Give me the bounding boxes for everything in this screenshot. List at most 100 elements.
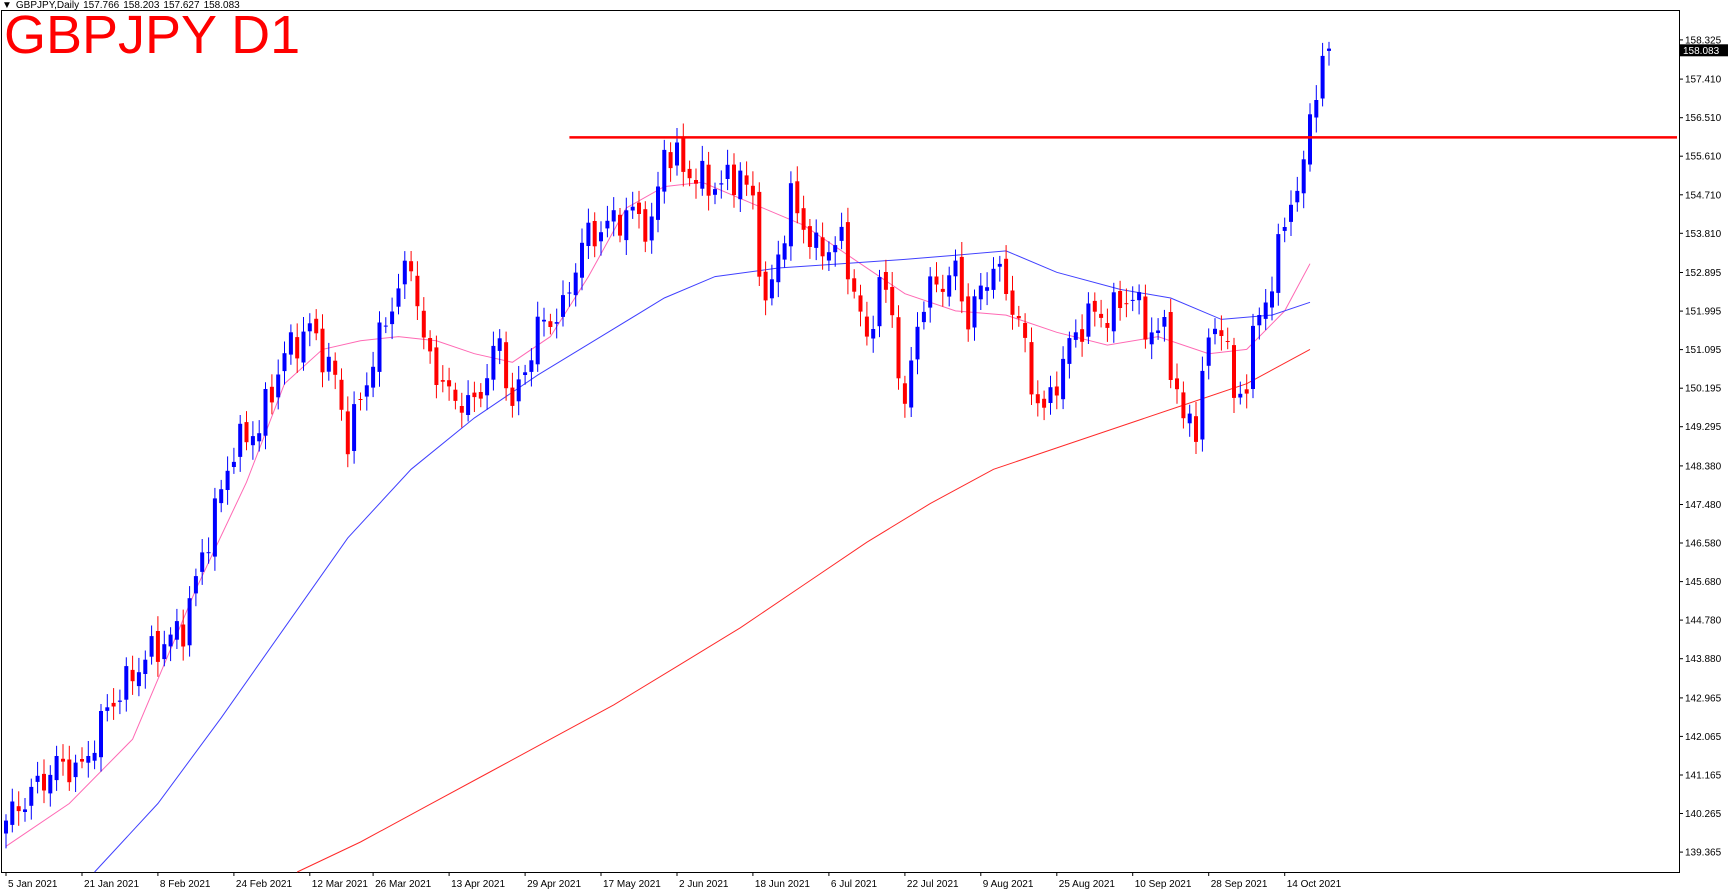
bear-candle <box>269 386 274 403</box>
bull-candle <box>871 329 876 339</box>
bull-candle <box>377 322 382 372</box>
y-tick-label: 144.780 <box>1685 616 1722 627</box>
bear-candle <box>1118 291 1123 308</box>
bull-candle <box>782 243 787 260</box>
y-tick-label: 151.995 <box>1685 307 1722 318</box>
bear-candle <box>763 271 768 301</box>
x-tick-label: 8 Feb 2021 <box>160 879 211 890</box>
bull-candle <box>301 331 306 363</box>
bull-candle <box>1320 55 1325 99</box>
bear-candle <box>1232 345 1236 398</box>
y-tick-label: 157.410 <box>1685 75 1722 86</box>
bull-candle <box>466 395 471 415</box>
bull-candle <box>928 276 933 308</box>
y-tick-label: 145.680 <box>1685 577 1722 588</box>
bull-candle <box>383 325 388 327</box>
bull-candle <box>554 322 559 324</box>
bull-candle <box>573 272 578 296</box>
bull-candle <box>1213 328 1217 335</box>
bull-candle <box>1257 315 1262 326</box>
bear-candle <box>1054 386 1059 396</box>
x-tick-label: 28 Sep 2021 <box>1211 879 1268 890</box>
bear-candle <box>548 321 553 327</box>
x-tick-label: 14 Oct 2021 <box>1287 879 1342 890</box>
bull-candle <box>307 323 312 332</box>
bull-candle <box>250 436 255 446</box>
y-tick-label: 150.195 <box>1685 384 1722 395</box>
y-tick-label: 153.810 <box>1685 229 1722 240</box>
bear-candle <box>415 275 420 307</box>
bull-candle <box>219 489 224 504</box>
bear-candle <box>757 191 762 277</box>
bear-candle <box>510 387 515 406</box>
bear-candle <box>1175 378 1179 390</box>
bear-candle <box>320 328 325 373</box>
bull-candle <box>833 245 838 253</box>
bear-candle <box>845 222 850 280</box>
bull-candle <box>1270 291 1274 308</box>
bear-candle <box>687 168 692 179</box>
x-tick-label: 22 Jul 2021 <box>907 879 959 890</box>
bull-candle <box>99 711 103 758</box>
bear-candle <box>864 316 869 337</box>
bear-candle <box>181 624 186 647</box>
bear-candle <box>1004 258 1009 294</box>
bear-candle <box>744 175 749 185</box>
bear-candle <box>940 288 945 292</box>
bull-candle <box>1263 302 1268 319</box>
y-tick-label: 142.965 <box>1685 693 1722 704</box>
bear-candle <box>807 226 812 247</box>
x-tick-label: 12 Mar 2021 <box>312 879 369 890</box>
y-tick-label: 141.165 <box>1685 771 1722 782</box>
y-tick-label: 149.295 <box>1685 422 1722 433</box>
bull-candle <box>1301 159 1306 194</box>
bull-candle <box>953 260 958 277</box>
bull-candle <box>1073 332 1078 340</box>
bull-candle <box>1061 358 1066 400</box>
bear-candle <box>428 338 433 352</box>
bull-candle <box>364 385 369 397</box>
y-tick-label: 154.710 <box>1685 190 1722 201</box>
bull-candle <box>1048 387 1053 403</box>
bull-candle <box>776 254 781 283</box>
bull-candle <box>656 186 660 220</box>
bear-candle <box>478 392 483 399</box>
bear-candle <box>295 337 300 359</box>
collapse-triangle-icon[interactable]: ▼ <box>2 0 12 11</box>
bear-candle <box>681 137 686 172</box>
y-tick-label: 147.480 <box>1685 500 1722 511</box>
bear-candle <box>409 261 414 272</box>
bull-candle <box>497 338 502 351</box>
bull-candle <box>826 252 831 261</box>
bull-candle <box>788 183 793 247</box>
bear-candle <box>750 185 755 196</box>
bull-candle <box>985 287 990 291</box>
bull-candle <box>1187 413 1192 424</box>
bull-candle <box>947 275 952 297</box>
moving-average-mid-line <box>94 250 1311 873</box>
bear-candle <box>67 759 72 783</box>
bear-candle <box>1029 342 1034 395</box>
bull-candle <box>1206 337 1211 366</box>
moving-average-slow-line <box>296 348 1311 873</box>
bull-candle <box>193 576 198 594</box>
bull-candle <box>649 216 654 241</box>
x-tick-label: 29 Apr 2021 <box>527 879 581 890</box>
bear-candle <box>244 422 249 443</box>
y-tick-label: 140.265 <box>1685 809 1722 820</box>
bull-candle <box>371 366 376 388</box>
bear-candle <box>453 389 458 401</box>
bull-candle <box>238 423 243 457</box>
bull-candle <box>814 232 819 248</box>
bull-candle <box>624 210 629 241</box>
symbol-timeframe: GBPJPY,Daily <box>15 0 80 11</box>
bull-candle <box>542 319 546 322</box>
x-tick-label: 17 May 2021 <box>603 879 661 890</box>
bull-candle <box>523 372 528 375</box>
y-tick-label: 155.610 <box>1685 152 1722 163</box>
bull-candle <box>516 379 521 402</box>
bear-candle <box>16 806 21 812</box>
bull-candle <box>187 598 192 646</box>
bull-candle <box>719 183 724 185</box>
